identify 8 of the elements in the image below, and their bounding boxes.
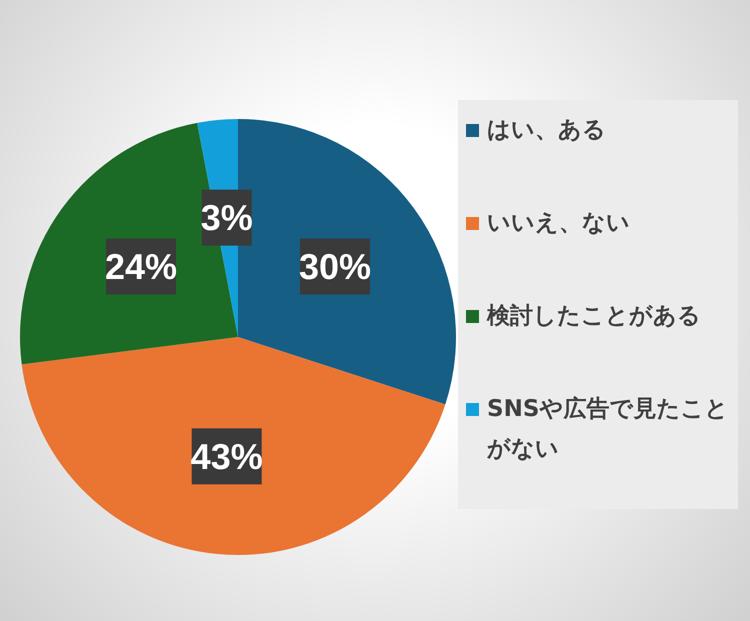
pie-slice [22,337,446,555]
legend-label: SNSや広告で見たことがない [487,395,730,464]
data-label: 3% [200,197,253,238]
data-label: 24% [104,246,178,288]
legend-label: はい、ある [487,116,606,145]
legend-label: 検討したことがある [487,302,701,331]
legend-label: いいえ、ない [487,209,630,238]
data-label: 30% [298,246,372,288]
